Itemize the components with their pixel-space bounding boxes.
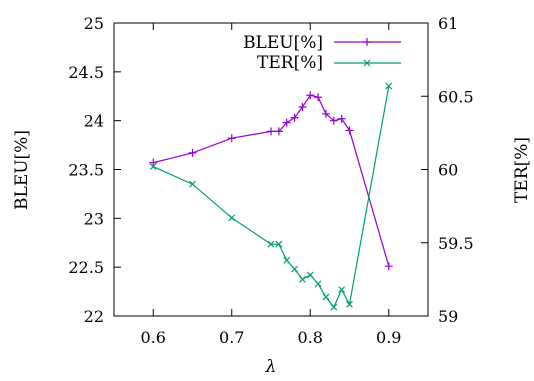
data-point-bleu (274, 127, 283, 136)
data-point-bleu (384, 262, 393, 271)
legend-marker-ter (363, 59, 371, 67)
data-point-bleu (321, 109, 330, 118)
data-point-ter (291, 265, 298, 273)
y-left-tick-label: 25 (84, 14, 104, 33)
data-point-ter (283, 256, 291, 264)
data-point-bleu (306, 91, 315, 100)
y-right-tick-label: 59.5 (438, 234, 474, 253)
x-axis-label: λ (265, 357, 277, 377)
data-point-ter (330, 303, 338, 311)
data-point-ter (189, 180, 196, 188)
data-point-ter (385, 82, 393, 90)
data-point-bleu (314, 93, 323, 102)
data-point-bleu (298, 102, 307, 111)
legend-marker-bleu (363, 38, 371, 46)
y-left-tick-label: 24 (84, 112, 104, 131)
y-axis-right-label: TER[%] (512, 137, 532, 203)
data-point-ter (346, 300, 353, 308)
data-point-bleu (345, 126, 354, 135)
data-point-bleu (282, 118, 291, 127)
data-point-ter (149, 163, 157, 170)
y-left-tick-label: 23.5 (68, 161, 104, 180)
data-point-ter (267, 240, 275, 248)
x-tick-label: 0.7 (219, 328, 244, 347)
data-point-bleu (290, 113, 299, 122)
y-left-tick-label: 22 (84, 307, 104, 326)
data-point-ter (338, 286, 346, 294)
data-point-bleu (337, 114, 346, 123)
legend-label-ter: TER[%] (257, 53, 323, 73)
series-line-ter (152, 85, 390, 309)
y-left-tick-label: 22.5 (68, 258, 104, 277)
data-point-bleu (149, 158, 158, 167)
y-left-tick-label: 23 (84, 209, 104, 228)
x-tick-label: 0.6 (141, 328, 166, 347)
y-left-tick-label: 24.5 (68, 63, 104, 82)
data-point-ter (228, 214, 236, 222)
data-point-ter (298, 275, 306, 283)
y-right-tick-label: 59 (438, 307, 458, 326)
data-point-ter (306, 271, 314, 279)
legend: BLEU[%] TER[%] (243, 33, 401, 73)
x-tick-label: 0.8 (298, 328, 323, 347)
legend-label-bleu: BLEU[%] (243, 33, 323, 53)
y-right-tick-label: 60 (438, 161, 458, 180)
series-layer (149, 82, 393, 311)
y-axis-left-label: BLEU[%] (12, 130, 32, 210)
data-point-bleu (329, 116, 338, 125)
data-point-bleu (267, 127, 275, 136)
x-tick-label: 0.9 (376, 328, 401, 347)
series-line-bleu (153, 94, 390, 267)
y-right-tick-label: 60.5 (438, 87, 474, 106)
data-point-ter (322, 293, 330, 301)
data-point-bleu (188, 148, 197, 157)
y-right-tick-label: 61 (438, 14, 458, 33)
axis-ticks: 0.6 0.7 0.8 0.9 22 22.5 23 23.5 24 24.5 25 59 59.5 60… (68, 14, 473, 347)
data-point-ter (314, 280, 322, 288)
data-point-bleu (227, 134, 236, 143)
data-point-ter (275, 240, 283, 248)
